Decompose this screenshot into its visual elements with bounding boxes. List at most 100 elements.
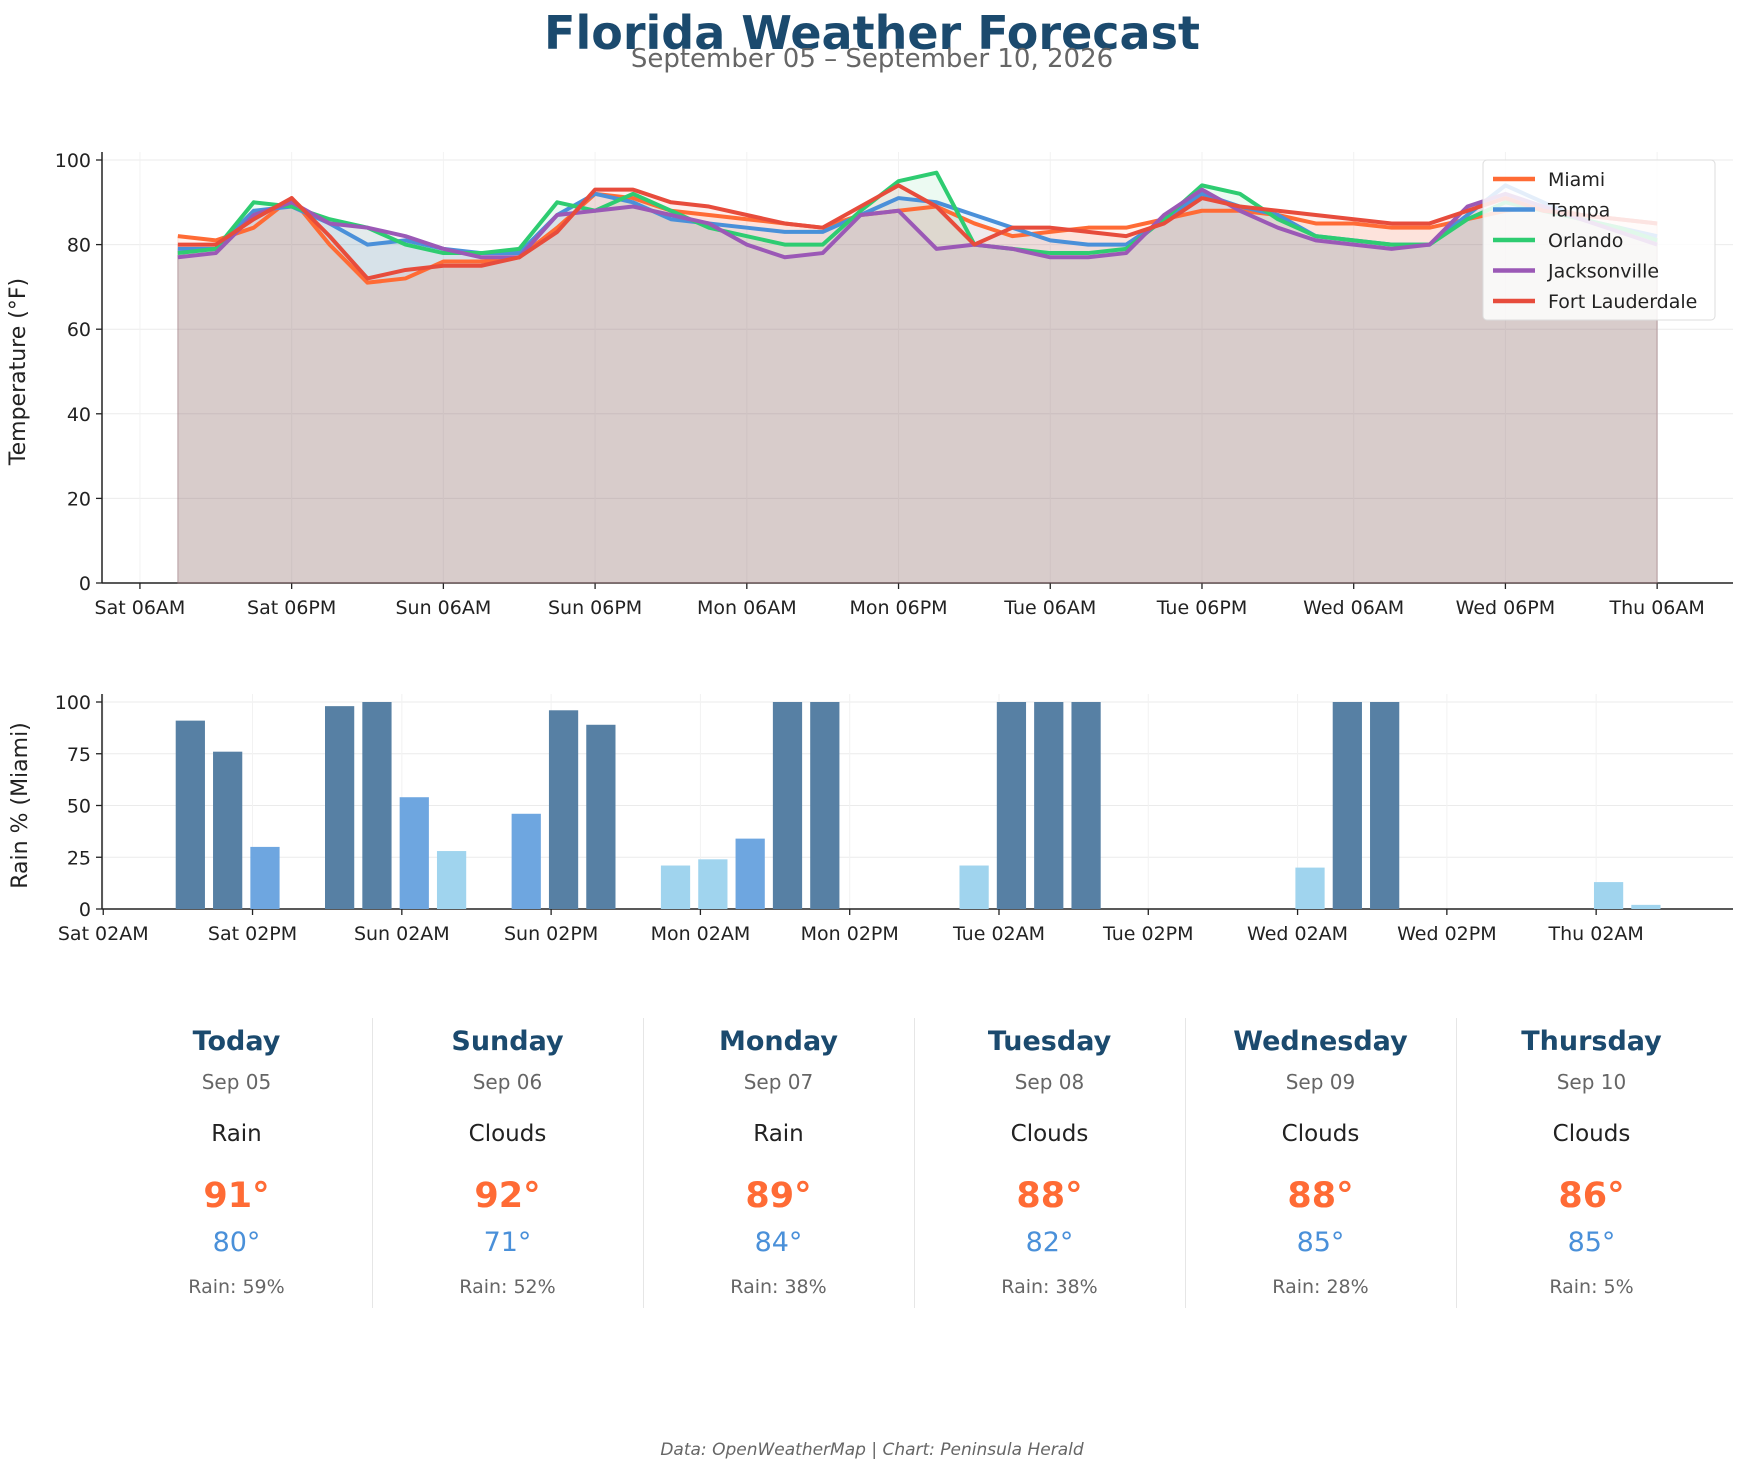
series-line	[177, 170, 1658, 256]
forecast-condition: Clouds	[1552, 1121, 1631, 1147]
forecast-low-temp: 85°	[1567, 1227, 1616, 1258]
legend-entry: Jacksonville	[1547, 261, 1659, 283]
footer-credit: Data: OpenWeatherMap | Chart: Peninsula …	[660, 1440, 1084, 1460]
x-tick-label: Wed 02AM	[1247, 923, 1348, 945]
legend-entry: Orlando	[1548, 230, 1623, 252]
forecast-day-card: Tuesday Sep 08 Clouds 88° 82° Rain: 38%	[914, 1018, 1185, 1308]
rain-bar	[548, 710, 579, 909]
y-tick-label: 20	[67, 488, 91, 510]
forecast-low-temp: 80°	[212, 1227, 261, 1258]
forecast-day-card: Monday Sep 07 Rain 89° 84° Rain: 38%	[643, 1018, 914, 1308]
forecast-day-card: Wednesday Sep 09 Clouds 88° 85° Rain: 28%	[1185, 1018, 1456, 1308]
rain-bar	[436, 851, 467, 909]
forecast-rain-chance: Rain: 5%	[1549, 1276, 1634, 1298]
y-tick-label: 0	[79, 573, 91, 595]
x-tick-label: Thu 06AM	[1608, 597, 1704, 619]
series-line	[177, 191, 1658, 285]
forecast-date: Sep 09	[1285, 1070, 1356, 1094]
forecast-high-temp: 89°	[745, 1176, 812, 1216]
x-tick-label: Mon 06PM	[849, 597, 947, 619]
series-line	[177, 187, 1658, 260]
page-title: Florida Weather Forecast	[544, 6, 1200, 60]
x-tick-label: Thu 02AM	[1548, 923, 1644, 945]
rain-bar	[735, 838, 765, 909]
forecast-day-card: Thursday Sep 10 Clouds 86° 85° Rain: 5%	[1456, 1018, 1727, 1308]
forecast-condition: Rain	[753, 1121, 804, 1147]
rain-bar	[511, 813, 541, 909]
y-tick-label: 25	[67, 847, 91, 869]
forecast-day-name: Sunday	[451, 1026, 564, 1057]
x-tick-label: Wed 06PM	[1456, 597, 1556, 619]
x-tick-label: Sat 06PM	[247, 597, 336, 619]
forecast-condition: Clouds	[1281, 1121, 1360, 1147]
forecast-condition: Clouds	[468, 1121, 547, 1147]
forecast-high-temp: 88°	[1016, 1176, 1083, 1216]
x-tick-label: Wed 02PM	[1397, 923, 1497, 945]
rain-bar	[772, 702, 803, 909]
rain-bar	[1295, 867, 1325, 909]
rain-bar	[810, 702, 840, 909]
y-axis-label: Rain % (Miami)	[8, 722, 33, 889]
y-tick-label: 80	[67, 235, 91, 257]
forecast-rain-chance: Rain: 38%	[1001, 1276, 1098, 1298]
x-tick-label: Tue 02PM	[1102, 923, 1194, 945]
rain-bar	[325, 706, 355, 909]
page-subtitle: September 05 – September 10, 2026	[630, 44, 1114, 74]
rain-bar	[996, 702, 1027, 909]
card-divider	[372, 1018, 373, 1308]
temperature-chart: 0 20 40 60 80 100 Sat 06AM Sat 06PM Sun 06AM Sun …	[6, 150, 1733, 619]
forecast-low-temp: 85°	[1296, 1227, 1345, 1258]
legend-box	[1482, 159, 1716, 321]
forecast-condition: Clouds	[1010, 1121, 1089, 1147]
daily-forecast: Today Sep 05 Rain 91° 80° Rain: 59% Sunday Sep …	[101, 1018, 1729, 1308]
forecast-low-temp: 71°	[483, 1227, 532, 1258]
forecast-rain-chance: Rain: 59%	[188, 1276, 285, 1298]
forecast-day-name: Wednesday	[1233, 1026, 1408, 1057]
rain-bar	[1332, 702, 1362, 909]
y-tick-label: 50	[67, 796, 91, 818]
card-divider	[1456, 1018, 1457, 1308]
x-tick-label: Mon 02AM	[651, 923, 751, 945]
x-tick-label: Sun 02PM	[504, 923, 598, 945]
y-tick-label: 40	[67, 404, 91, 426]
y-tick-label: 60	[67, 319, 91, 341]
card-divider	[1185, 1018, 1186, 1308]
rain-bar	[660, 865, 691, 909]
y-axis-label: Temperature (°F)	[6, 278, 31, 466]
card-divider	[643, 1018, 644, 1308]
rain-bar	[586, 724, 616, 909]
rain-bar	[1071, 702, 1101, 909]
forecast-day-card: Sunday Sep 06 Clouds 92° 71° Rain: 52%	[372, 1018, 643, 1308]
legend: Miami Tampa Orlando Jacksonville Fort Lauder…	[1482, 159, 1716, 321]
x-tick-label: Sun 06AM	[395, 597, 491, 619]
forecast-date: Sep 10	[1556, 1070, 1627, 1094]
rain-bar	[1631, 904, 1661, 909]
rain-bar	[213, 751, 243, 909]
forecast-high-temp: 88°	[1287, 1176, 1354, 1216]
rain-bar	[959, 865, 989, 909]
forecast-condition: Rain	[211, 1121, 262, 1147]
legend-entry: Tampa	[1547, 200, 1610, 222]
y-tick-label: 75	[67, 744, 91, 766]
x-tick-label: Sun 02AM	[354, 923, 450, 945]
x-tick-label: Mon 02PM	[801, 923, 899, 945]
forecast-rain-chance: Rain: 52%	[459, 1276, 556, 1298]
x-tick-label: Tue 06AM	[1003, 597, 1096, 619]
forecast-high-temp: 92°	[474, 1176, 541, 1216]
rain-bar	[250, 846, 280, 909]
forecast-date: Sep 07	[743, 1070, 814, 1094]
forecast-rain-chance: Rain: 38%	[730, 1276, 827, 1298]
y-tick-label: 100	[55, 692, 91, 714]
forecast-day-card: Today Sep 05 Rain 91° 80° Rain: 59%	[101, 1018, 372, 1308]
forecast-day-name: Monday	[719, 1026, 838, 1057]
forecast-date: Sep 05	[201, 1070, 272, 1094]
legend-entry: Miami	[1548, 169, 1605, 191]
x-tick-label: Tue 06PM	[1156, 597, 1248, 619]
legend-entry: Fort Lauderdale	[1548, 291, 1697, 313]
rain-bar	[698, 859, 728, 909]
rain-chart: 0 25 50 75 100 Sat 02AM Sat 02PM Sun 02AM Sun 02…	[8, 692, 1733, 945]
x-tick-label: Sun 06PM	[548, 597, 642, 619]
x-tick-label: Mon 06AM	[697, 597, 797, 619]
forecast-date: Sep 08	[1014, 1070, 1085, 1094]
